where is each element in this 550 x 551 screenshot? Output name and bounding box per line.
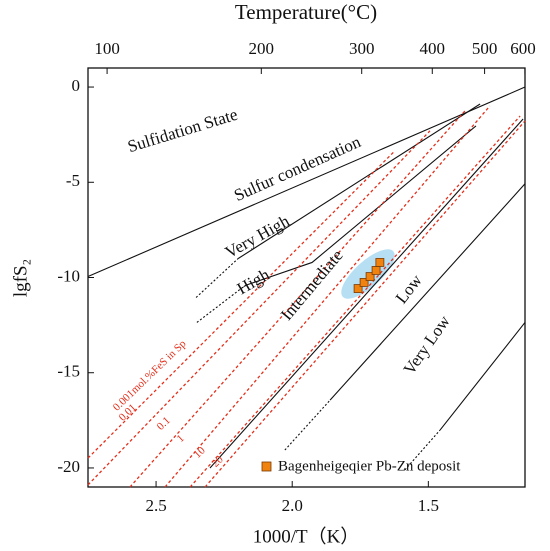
boundary-line	[329, 183, 526, 401]
region-label: Very High	[222, 211, 293, 262]
region-label: Sulfidation State	[125, 105, 239, 156]
top-tick-label: 300	[349, 39, 375, 58]
data-point	[365, 272, 375, 281]
x-axis-label: 1000/T（K）	[253, 525, 360, 547]
region-label: Sulfur condensation	[231, 132, 364, 205]
data-point	[371, 266, 381, 275]
top-axis-label: Temperature(°C)	[235, 0, 377, 24]
boundary-line	[196, 285, 246, 323]
boundary-line	[284, 399, 331, 451]
region-label: Low	[392, 270, 427, 307]
contour-label: 1	[175, 432, 187, 444]
top-tick-label: 500	[472, 39, 498, 58]
top-tick-label: 600	[510, 39, 536, 58]
legend-label: Bagenheigeqier Pb-Zn deposit	[278, 458, 461, 474]
data-point	[375, 258, 385, 267]
boundary-line	[209, 118, 524, 469]
x-tick-label: 2.5	[145, 496, 166, 515]
data-point	[353, 284, 363, 293]
data-point	[359, 278, 369, 287]
contour-label: 10	[192, 444, 209, 461]
fes-contour	[129, 110, 466, 488]
boundary-line	[404, 429, 441, 471]
y-tick-label: -15	[57, 362, 80, 381]
contour-label: 0.1	[155, 415, 173, 433]
boundary-line	[87, 86, 526, 278]
y-tick-label: 0	[72, 76, 81, 95]
boundary-line	[195, 258, 239, 298]
x-tick-label: 1.5	[418, 496, 439, 515]
top-tick-label: 200	[249, 39, 275, 58]
boundary-line	[439, 322, 526, 431]
fes-contour	[189, 115, 521, 488]
y-tick-label: -20	[57, 457, 80, 476]
region-label: Very Low	[400, 311, 455, 378]
x-tick-label: 2.0	[282, 496, 303, 515]
fes-contour	[87, 150, 396, 459]
y-axis-label: lgfS₂	[10, 259, 31, 297]
top-tick-label: 400	[420, 39, 446, 58]
top-tick-label: 100	[94, 39, 120, 58]
contour-label: 0.001mol.%FeS in Sp	[111, 337, 189, 413]
legend-marker	[261, 461, 272, 472]
y-tick-label: -5	[66, 171, 80, 190]
boundary-line	[237, 103, 481, 260]
fes-contour	[204, 120, 526, 488]
y-tick-label: -10	[57, 266, 80, 285]
fes-contour	[164, 105, 491, 488]
contour-label: 20	[210, 453, 227, 470]
